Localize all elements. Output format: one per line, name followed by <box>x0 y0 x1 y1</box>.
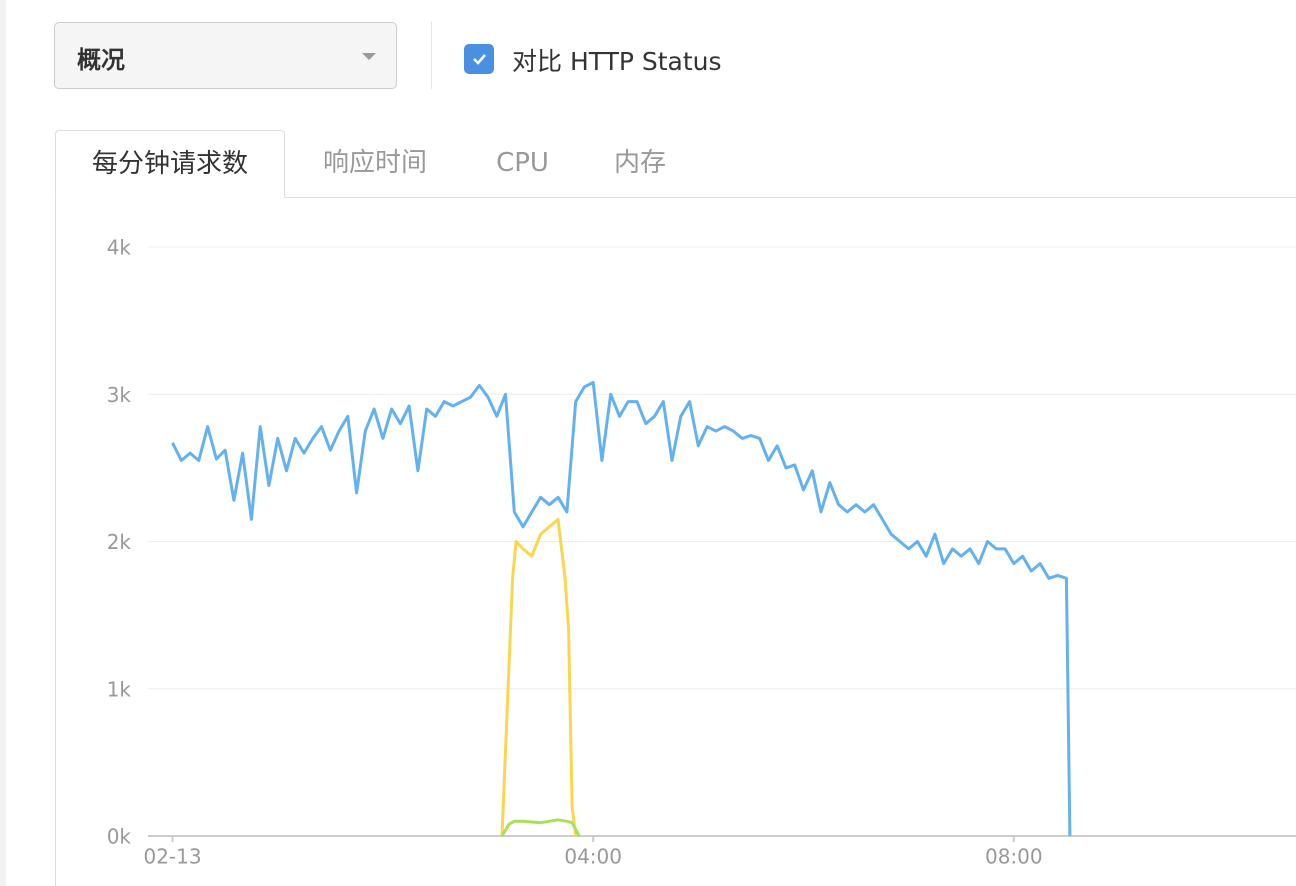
chart-panel <box>55 198 1296 886</box>
divider <box>431 22 432 89</box>
side-strip <box>0 0 6 886</box>
series-line <box>500 517 578 837</box>
y-tick-label: 4k <box>107 236 132 260</box>
dropdown[interactable]: 概况 <box>54 22 397 89</box>
check-icon <box>473 54 486 65</box>
dropdown-value: 概况 <box>77 46 125 74</box>
tab[interactable]: 响应时间 <box>322 148 427 178</box>
checkbox[interactable] <box>464 44 494 74</box>
x-tick-label: 02-13 <box>143 845 201 869</box>
y-tick-label: 1k <box>107 677 132 701</box>
checkbox-label[interactable]: 对比 HTTP Status <box>512 47 722 76</box>
dropdown-caret <box>362 53 376 60</box>
x-tick-label: 08:00 <box>985 845 1043 869</box>
y-tick-label: 0k <box>107 825 132 849</box>
tab[interactable]: 内存 <box>613 148 666 178</box>
tab-bar: 每分钟请求数 响应时间 CPU 内存 <box>55 130 1296 198</box>
x-tick-label: 04:00 <box>564 845 622 869</box>
tab[interactable]: CPU <box>496 148 549 178</box>
y-tick-label: 2k <box>107 530 132 554</box>
y-tick-label: 3k <box>107 383 132 407</box>
series-line <box>171 381 1072 837</box>
tab[interactable]: 每分钟请求数 <box>55 130 285 198</box>
series-line <box>500 818 581 837</box>
